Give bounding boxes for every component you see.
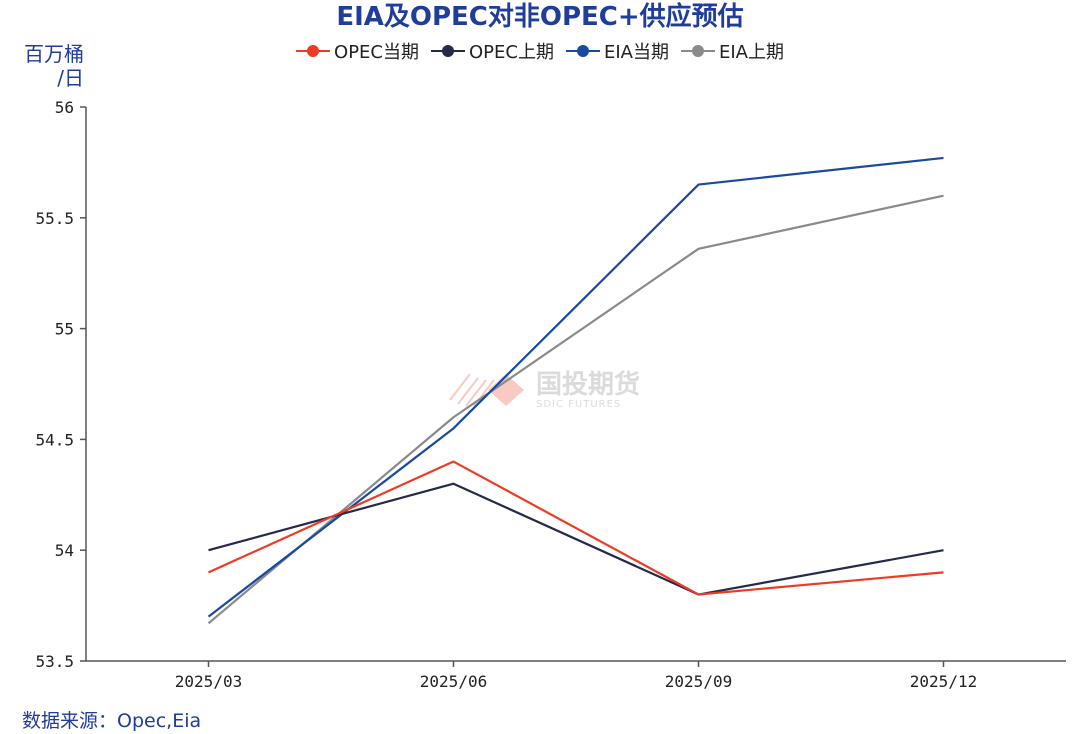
series-line-3: [207, 194, 944, 625]
y-tick-label: 56: [55, 98, 74, 117]
legend-label: OPEC上期: [469, 42, 554, 63]
data-source-note: 数据来源：Opec,Eia: [22, 710, 202, 732]
legend-marker-icon: [680, 45, 715, 57]
legend-marker-icon: [296, 45, 331, 57]
x-tick-label: 2025/06: [420, 672, 487, 691]
legend-item-eia-current[interactable]: EIA当期: [565, 38, 669, 64]
y-tick-label: 54.5: [35, 430, 74, 449]
series-line-1: [208, 482, 944, 596]
legend-label: EIA上期: [718, 42, 784, 63]
watermark-cn: 国投期货: [536, 369, 641, 400]
x-tick-label: 2025/12: [910, 672, 977, 691]
legend: OPEC当期 OPEC上期 EIA当期 EIA上期: [0, 38, 1080, 64]
y-unit-line1: 百万桶: [24, 42, 84, 66]
legend-item-opec-previous[interactable]: OPEC上期: [431, 38, 554, 64]
legend-item-eia-previous[interactable]: EIA上期: [680, 38, 784, 64]
series-line-2: [207, 156, 944, 618]
y-unit-line2: /日: [57, 66, 84, 90]
legend-marker-icon: [431, 45, 465, 57]
y-tick-label: 53.5: [35, 652, 74, 671]
watermark-en: SDIC FUTURES: [536, 398, 622, 410]
axes: 53.5 54 54.5 55 55.5 56 2025/03 2025/06 2025/09 2…: [35, 98, 1066, 691]
y-tick-label: 54: [55, 541, 74, 560]
x-tick-label: 2025/09: [665, 672, 732, 691]
y-tick-label: 55: [55, 320, 74, 339]
series-line-0: [208, 460, 944, 596]
x-tick-label: 2025/03: [175, 672, 242, 691]
series-layer: [207, 156, 944, 625]
legend-item-opec-current[interactable]: OPEC当期: [296, 38, 419, 64]
watermark-logo: 国投期货 SDIC FUTURES: [448, 370, 640, 410]
y-tick-label: 55.5: [35, 209, 74, 228]
chart-title: EIA及OPEC对非OPEC+供应预估: [336, 2, 744, 32]
legend-label: OPEC当期: [334, 42, 419, 63]
legend-marker-icon: [565, 45, 600, 57]
legend-label: EIA当期: [603, 42, 669, 63]
y-axis-unit: 百万桶 /日: [14, 42, 84, 90]
